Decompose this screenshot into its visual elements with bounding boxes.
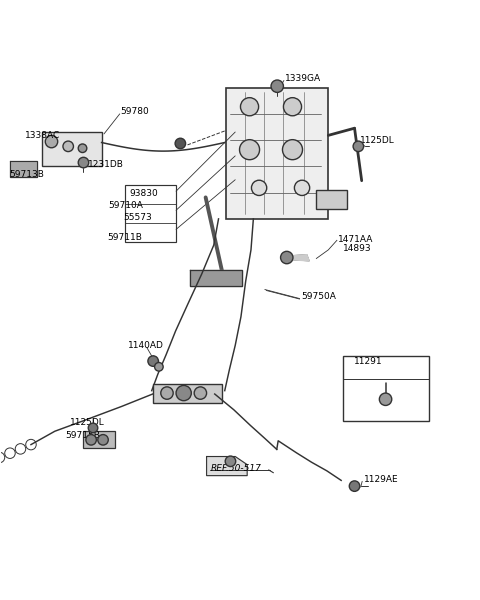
Text: 1125DL: 1125DL — [70, 418, 104, 427]
Bar — [316, 190, 348, 209]
Text: 1338AC: 1338AC — [25, 131, 60, 140]
Circle shape — [45, 136, 58, 148]
Text: 55573: 55573 — [123, 214, 152, 223]
Circle shape — [282, 140, 302, 160]
Circle shape — [86, 434, 96, 445]
Circle shape — [155, 362, 163, 371]
Text: 1471AA: 1471AA — [338, 235, 373, 244]
Circle shape — [379, 393, 392, 406]
Bar — [226, 88, 328, 219]
Polygon shape — [206, 457, 247, 476]
Circle shape — [281, 251, 293, 264]
Text: 11291: 11291 — [354, 357, 382, 366]
Circle shape — [252, 180, 267, 196]
Text: 59780: 59780 — [120, 107, 149, 116]
Circle shape — [161, 387, 173, 399]
Text: 1140AD: 1140AD — [128, 341, 164, 350]
Text: 1231DB: 1231DB — [88, 160, 124, 169]
Text: 1339GA: 1339GA — [285, 74, 322, 83]
Bar — [343, 356, 429, 421]
Circle shape — [225, 456, 236, 467]
Text: 93830: 93830 — [129, 188, 158, 197]
Bar — [42, 132, 102, 166]
Circle shape — [353, 141, 364, 152]
Circle shape — [176, 385, 192, 401]
Text: 59711B: 59711B — [108, 233, 142, 242]
Circle shape — [78, 144, 87, 152]
Polygon shape — [190, 271, 242, 286]
Text: 59713B: 59713B — [9, 170, 44, 179]
Circle shape — [240, 140, 260, 160]
Text: REF.50-517: REF.50-517 — [210, 464, 261, 473]
Text: 14893: 14893 — [343, 244, 372, 253]
Circle shape — [63, 141, 73, 152]
Circle shape — [78, 157, 89, 168]
Circle shape — [240, 98, 259, 116]
Text: 59715B: 59715B — [65, 431, 100, 440]
Text: 1125DL: 1125DL — [360, 136, 395, 145]
Circle shape — [283, 98, 301, 116]
Circle shape — [271, 80, 283, 92]
Bar — [153, 385, 222, 403]
Bar — [83, 431, 116, 448]
Circle shape — [349, 481, 360, 491]
Bar — [124, 185, 176, 242]
Circle shape — [148, 356, 158, 367]
Circle shape — [98, 434, 108, 445]
Polygon shape — [10, 161, 37, 177]
Circle shape — [294, 180, 310, 196]
Text: 59710A: 59710A — [109, 202, 144, 211]
Polygon shape — [285, 254, 309, 261]
Circle shape — [194, 387, 206, 399]
Circle shape — [88, 423, 98, 433]
Circle shape — [175, 138, 186, 149]
Text: 59750A: 59750A — [301, 292, 336, 301]
Text: 1129AE: 1129AE — [364, 475, 399, 484]
